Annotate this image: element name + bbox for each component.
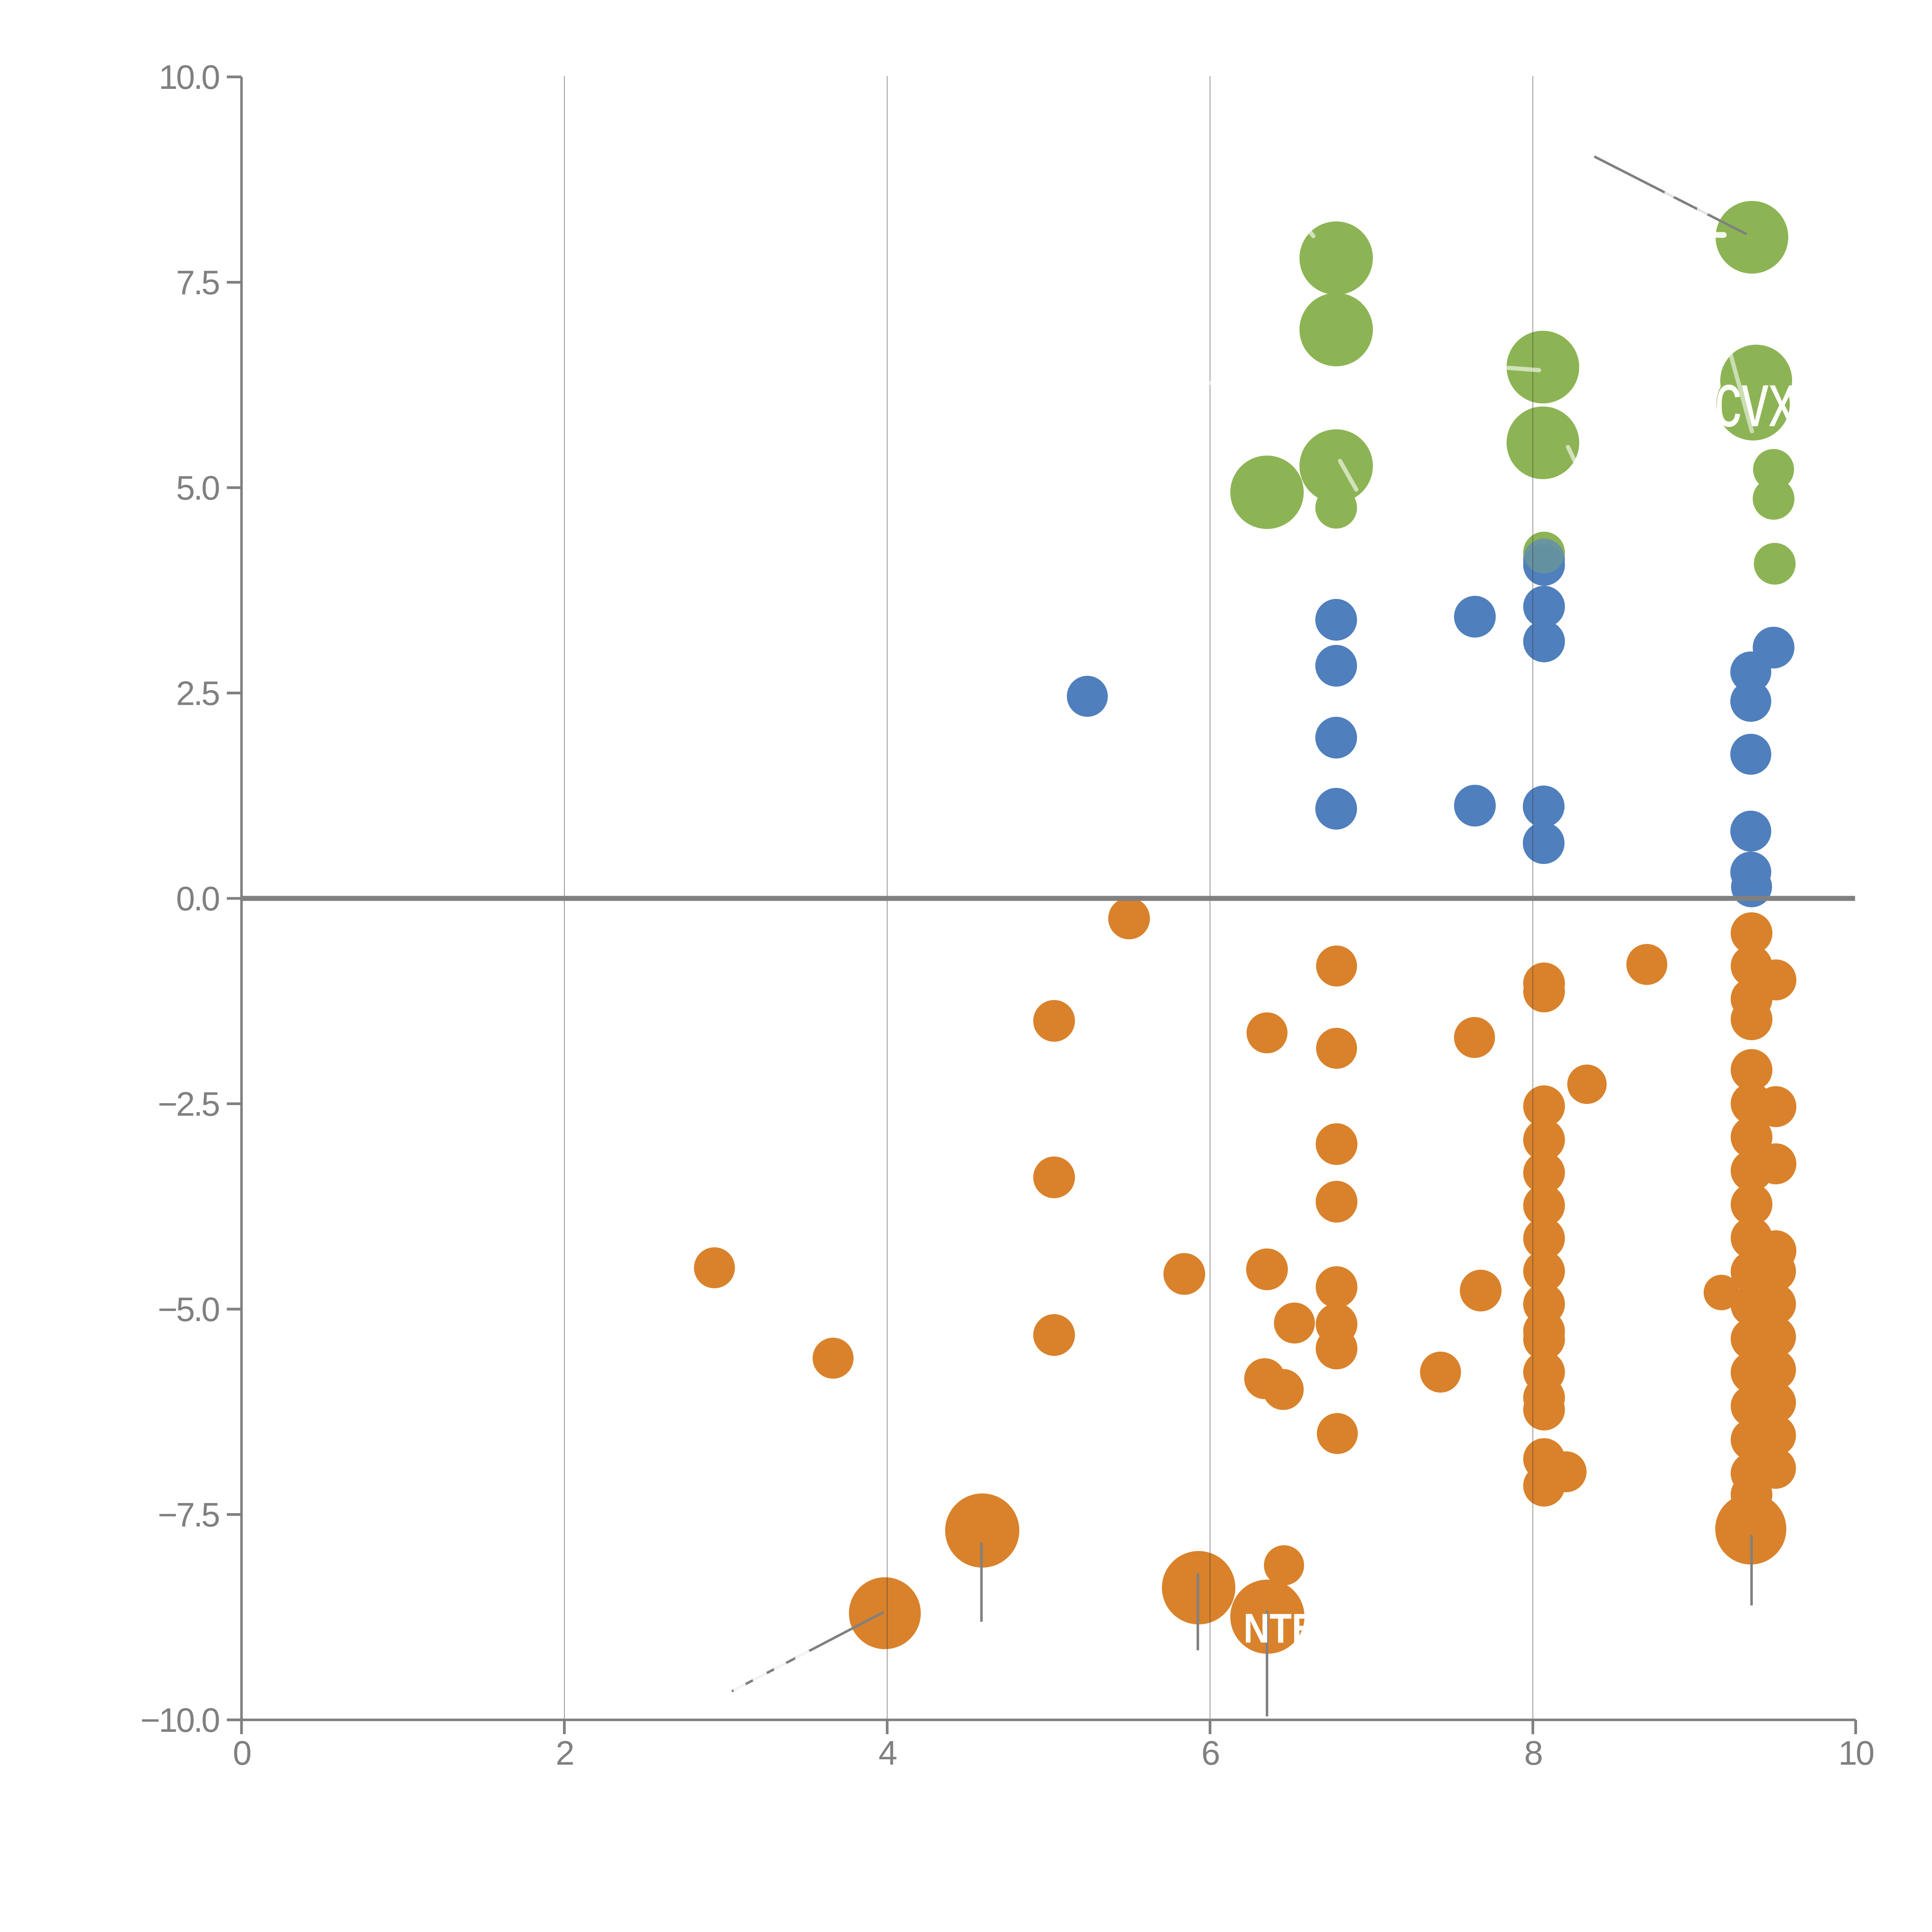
svg-text:4: 4 <box>879 1734 897 1772</box>
svg-text:7.5: 7.5 <box>176 264 219 302</box>
svg-text:0.0: 0.0 <box>176 879 219 918</box>
svg-text:6: 6 <box>1201 1734 1219 1772</box>
svg-text:2.5: 2.5 <box>176 674 219 713</box>
svg-text:−10.0: −10.0 <box>140 1701 219 1739</box>
svg-text:10.0: 10.0 <box>159 58 219 96</box>
svg-text:8: 8 <box>1524 1734 1542 1772</box>
svg-text:−5.0: −5.0 <box>158 1290 219 1328</box>
svg-text:10: 10 <box>1838 1734 1874 1772</box>
svg-text:−2.5: −2.5 <box>158 1085 219 1123</box>
svg-text:0: 0 <box>233 1734 251 1772</box>
svg-text:NTES: NTES <box>1243 1605 1340 1651</box>
svg-text:2: 2 <box>556 1734 573 1772</box>
svg-text:5.0: 5.0 <box>176 469 219 507</box>
svg-text:cvx: cvx <box>1714 357 1796 443</box>
svg-text:−7.5: −7.5 <box>158 1496 219 1534</box>
